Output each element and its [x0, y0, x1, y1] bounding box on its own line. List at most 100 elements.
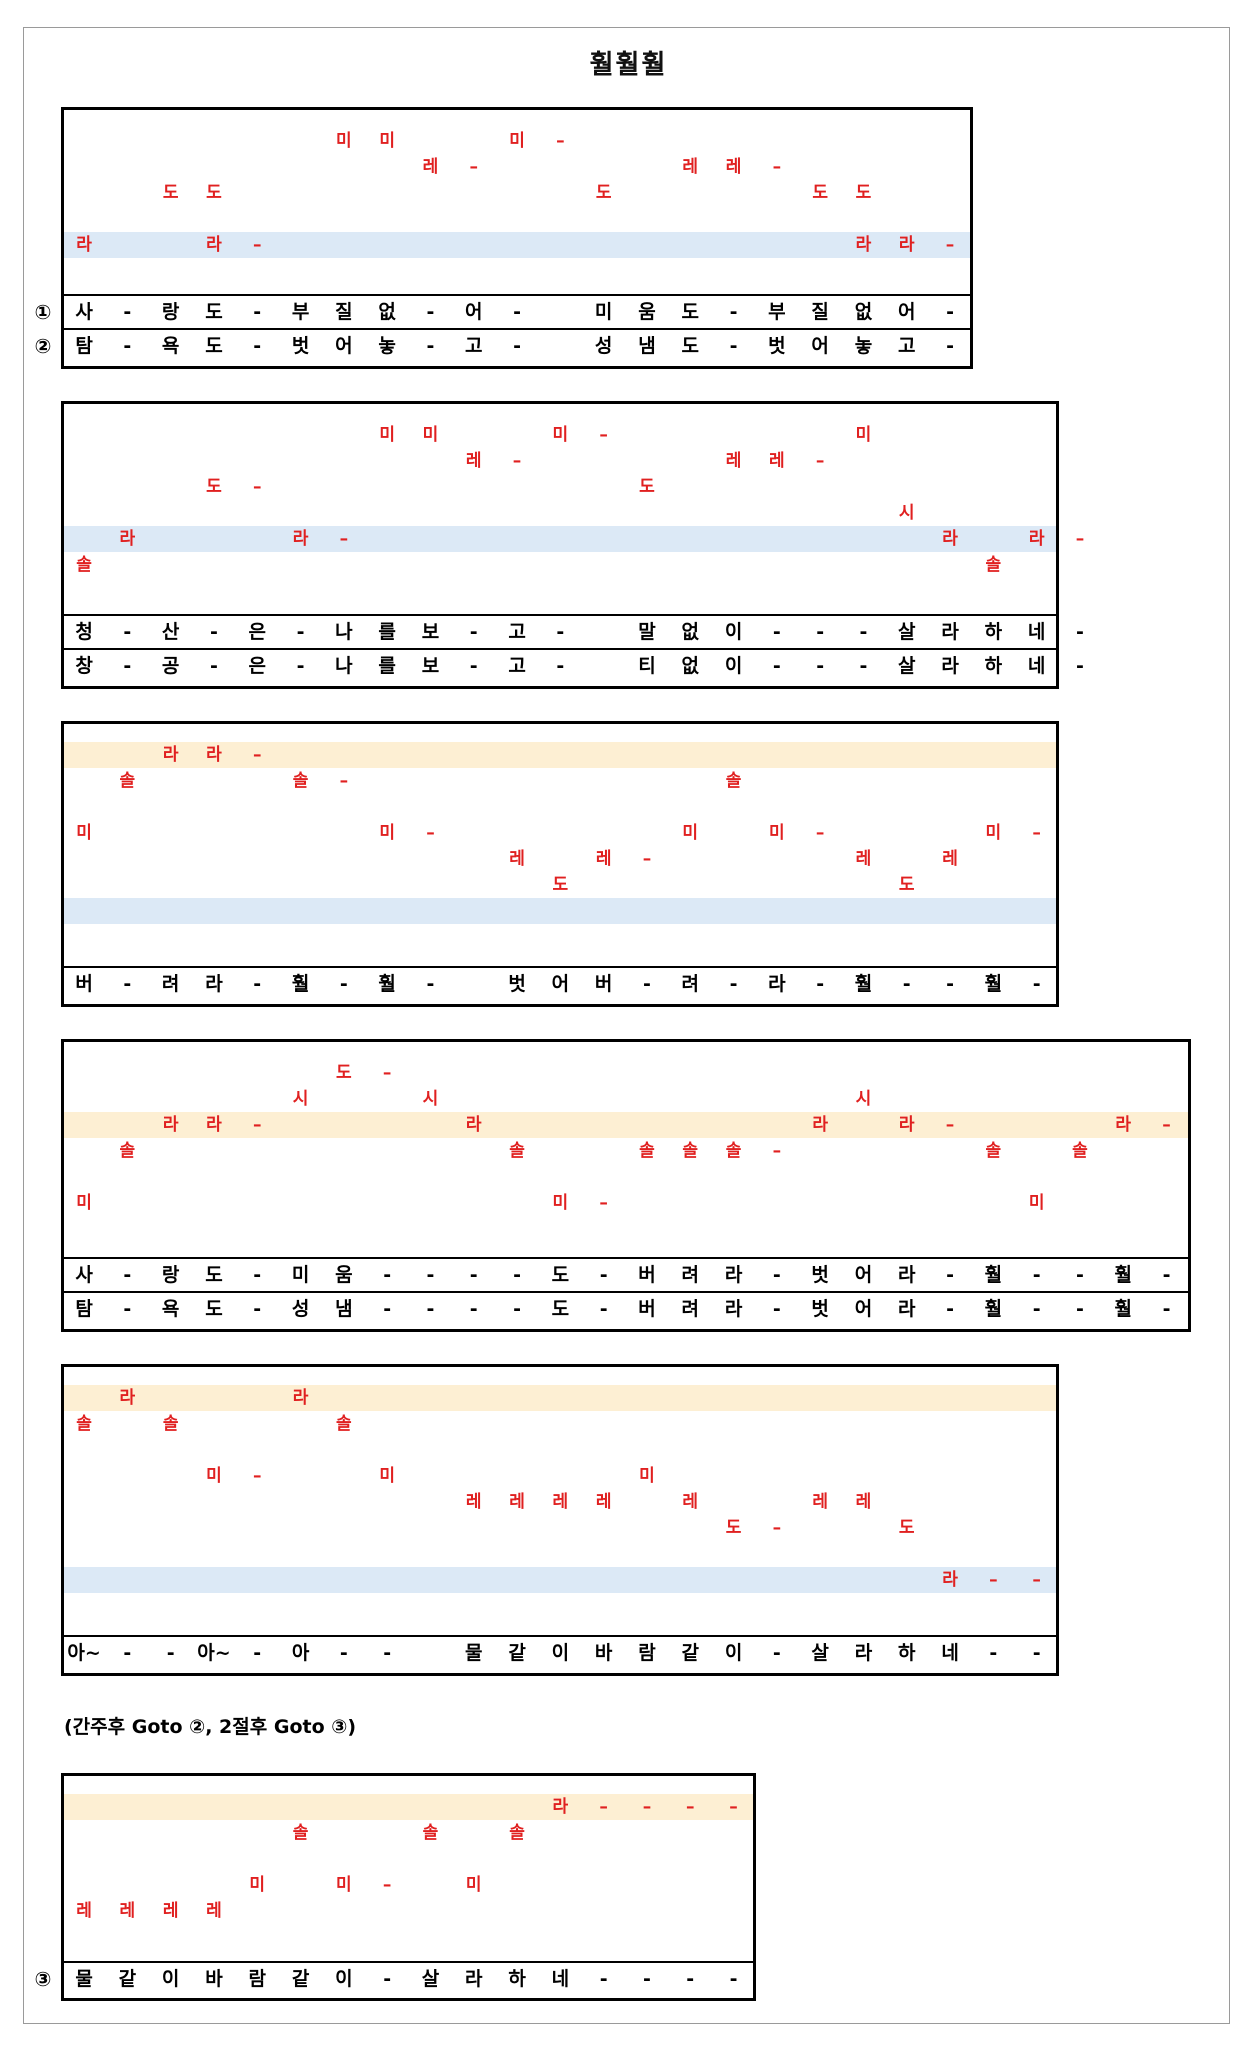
note: 미 — [552, 1193, 569, 1213]
lyric-syllable: 성 — [291, 1298, 310, 1320]
lyric-syllable: 어 — [898, 301, 916, 323]
staff-band-blue — [64, 526, 1056, 552]
note: 도 — [552, 875, 569, 895]
lyric-syllable: 람 — [638, 1642, 656, 1664]
note: – — [1032, 823, 1041, 843]
note: 미 — [465, 1875, 482, 1895]
lyric-syllable: - — [946, 1264, 954, 1286]
lyric-syllable: - — [469, 1298, 478, 1320]
lyric-syllable: 티 — [638, 655, 656, 677]
lyric-syllable: 물 — [75, 1968, 93, 1990]
verse-number-marker: ① — [34, 300, 52, 324]
note: – — [252, 235, 262, 255]
lyric-syllable: 어 — [551, 973, 570, 995]
note: 솔 — [985, 555, 1002, 575]
verse-number-marker: ② — [34, 334, 52, 358]
lyric-syllable: 없 — [854, 301, 873, 323]
note: 도 — [855, 183, 872, 203]
note: 솔 — [682, 1141, 699, 1161]
lyric-syllable: 살 — [421, 1968, 440, 1990]
lyric-syllable: 려 — [681, 973, 699, 995]
note: 라 — [812, 1115, 828, 1135]
lyric-syllable: - — [772, 655, 781, 677]
lyric-syllable: 훨 — [984, 1298, 1003, 1320]
lyric-syllable: 어 — [811, 335, 829, 357]
note: 라 — [552, 1797, 569, 1817]
note: 레 — [422, 157, 439, 177]
lyric-syllable: - — [599, 1968, 608, 1990]
note: 레 — [855, 849, 872, 869]
note: 미 — [639, 1466, 655, 1486]
note: 솔 — [162, 1414, 179, 1434]
lyric-syllable: 부 — [768, 301, 786, 323]
lyric-syllable: 바 — [594, 1642, 613, 1664]
note: 솔 — [422, 1823, 439, 1843]
lyric-syllable: 질 — [335, 301, 353, 323]
lyric-syllable — [582, 616, 625, 648]
note: – — [815, 823, 825, 843]
note: 라 — [1115, 1115, 1132, 1135]
lyric-syllable: 창 — [75, 655, 93, 677]
lyric-syllable: 없 — [378, 301, 396, 323]
lyric-syllable: 없 — [681, 621, 699, 643]
lyric-syllable: - — [296, 655, 305, 677]
lyric-syllable: - — [1076, 621, 1084, 643]
lyric-syllable: - — [1162, 1298, 1171, 1320]
lyric-syllable: 보 — [421, 621, 440, 643]
note: 시 — [855, 1089, 872, 1109]
lyric-syllable: - — [513, 301, 521, 323]
note: – — [252, 745, 262, 765]
note: – — [382, 1063, 392, 1083]
lyric-syllable: 랑 — [161, 301, 180, 323]
note: 솔 — [119, 771, 136, 791]
note: 미 — [422, 425, 439, 445]
lyric-syllable: 욕 — [161, 1298, 180, 1320]
lyric-syllable: 바 — [205, 1968, 223, 1990]
lyric-syllable: 물 — [465, 1642, 483, 1664]
note: – — [556, 131, 565, 151]
lyric-syllable: 아~ — [197, 1642, 231, 1664]
score-block-1: 미 미 미 – 레 – 레 레 – 도 도 도 도 도 라 라 – 라 라 – 사 - 랑 도 - 부 질 없 - 어 - 미 움 도 - 부 질 없 어 -… — [61, 107, 973, 369]
note: – — [599, 1797, 608, 1817]
note: 라 — [855, 235, 872, 255]
lyric-syllable: - — [772, 1264, 781, 1286]
note: 라 — [942, 529, 958, 549]
lyric-syllable: - — [729, 1968, 738, 1990]
lyric-syllable: - — [1076, 1264, 1084, 1286]
note: 레 — [206, 1901, 222, 1921]
lyric-syllable: 욕 — [161, 335, 180, 357]
note: 라 — [206, 745, 222, 765]
lyric-syllable: - — [123, 621, 132, 643]
lyric-syllable: - — [426, 1264, 435, 1286]
lyric-syllable: 이 — [335, 1968, 353, 1990]
lyric-syllable: 질 — [811, 301, 829, 323]
lyric-syllable: - — [556, 655, 565, 677]
lyric-syllable: - — [123, 335, 132, 357]
lyric-syllable: 놓 — [378, 335, 396, 357]
lyric-syllable: 은 — [248, 621, 266, 643]
lyric-syllable: 이 — [724, 621, 743, 643]
lyric-syllable: 같 — [118, 1968, 137, 1990]
note: 미 — [336, 1875, 352, 1895]
lyric-syllable: 사 — [75, 1264, 93, 1286]
note: 레 — [595, 1492, 612, 1512]
lyric-syllable: - — [383, 1968, 392, 1990]
note: 미 — [379, 131, 395, 151]
verse-number-marker: ③ — [34, 1967, 52, 1991]
lyric-syllable: - — [210, 655, 218, 677]
lyric-syllable: 훨 — [984, 1264, 1003, 1286]
lyric-syllable: - — [686, 1968, 695, 1990]
lyric-syllable: 어 — [854, 1264, 873, 1286]
note: 라 — [1028, 529, 1045, 549]
note: 라 — [206, 1115, 222, 1135]
lyric-syllable — [539, 330, 582, 362]
lyric-syllable: 벗 — [291, 335, 310, 357]
note: 라 — [119, 529, 136, 549]
lyric-syllable: 도 — [205, 1264, 223, 1286]
lyric-syllable: - — [1032, 1298, 1041, 1320]
lyric-syllable: 같 — [291, 1968, 310, 1990]
note: – — [989, 1570, 998, 1590]
note: 레 — [855, 1492, 872, 1512]
